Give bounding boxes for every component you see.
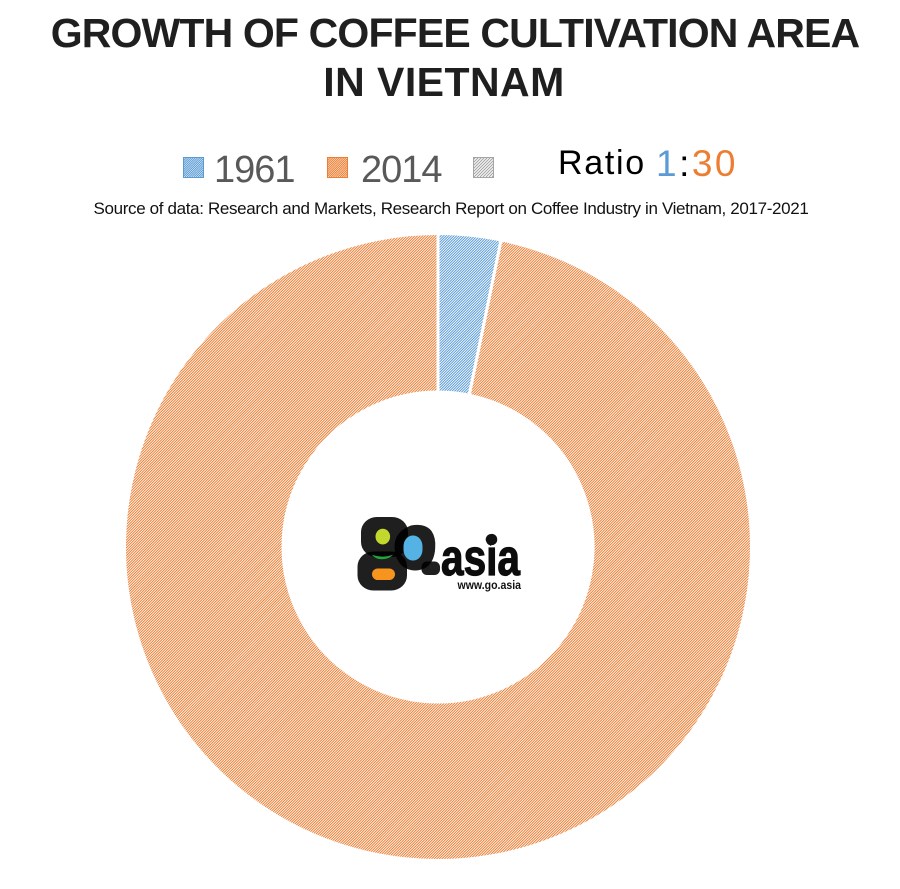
svg-text:asıa: asıa	[441, 529, 521, 586]
svg-text:www.go.asia: www.go.asia	[457, 578, 522, 592]
